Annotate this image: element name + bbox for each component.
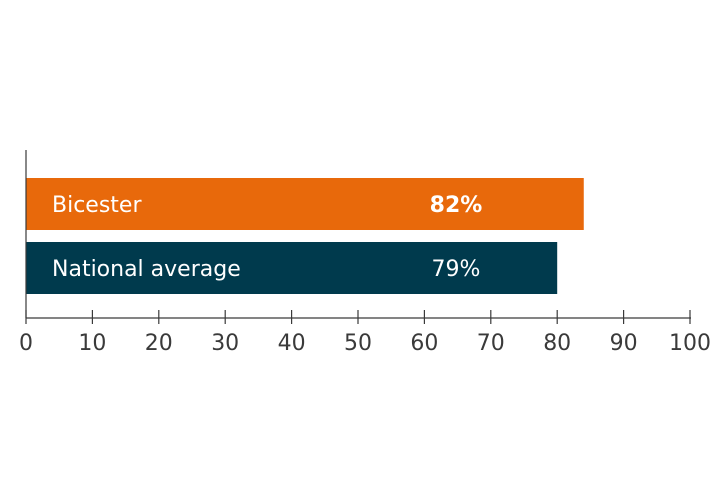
bar-value-label: 79% xyxy=(432,257,481,282)
bar-national-average xyxy=(26,242,558,294)
bar-value-label: 82% xyxy=(430,193,483,218)
bar-category-label: National average xyxy=(52,257,241,282)
x-tick-label: 10 xyxy=(78,331,106,356)
x-tick-label: 70 xyxy=(477,331,505,356)
x-tick-label: 80 xyxy=(543,331,571,356)
x-tick-label: 60 xyxy=(410,331,438,356)
x-tick-label: 50 xyxy=(344,331,372,356)
x-tick-label: 40 xyxy=(278,331,306,356)
bar-bicester xyxy=(26,178,584,230)
x-tick-label: 30 xyxy=(211,331,239,356)
bar-category-label: Bicester xyxy=(52,193,142,218)
x-axis-ticks: 0 10 20 30 40 50 60 70 80 90 100 xyxy=(19,310,711,356)
x-tick-label: 100 xyxy=(669,331,711,356)
x-tick-label: 0 xyxy=(19,331,33,356)
x-tick-label: 20 xyxy=(145,331,173,356)
x-tick-label: 90 xyxy=(610,331,638,356)
bars-layer: Bicester 82% National average 79% xyxy=(26,178,584,294)
